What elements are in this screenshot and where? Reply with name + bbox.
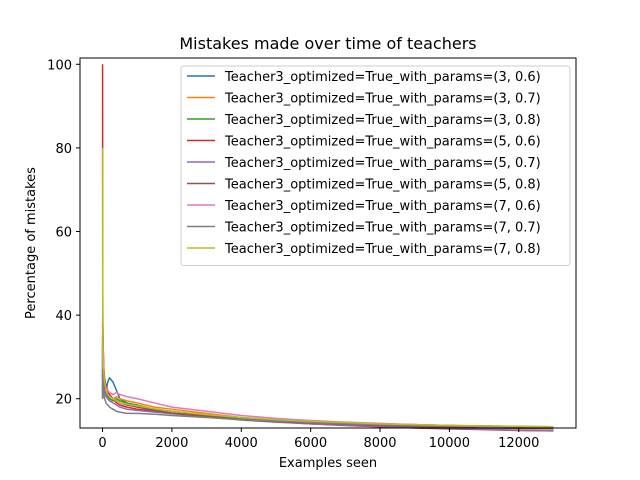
series-line-8	[101, 368, 554, 428]
legend-entry: Teacher3_optimized=True_with_params=(7, …	[224, 242, 541, 257]
legend-entry: Teacher3_optimized=True_with_params=(3, …	[224, 92, 541, 107]
x-tick-label: 6000	[294, 436, 327, 451]
x-axis: 0 2000 4000 6000 8000 10000 12000	[98, 428, 539, 451]
x-tick-label: 8000	[363, 436, 396, 451]
y-tick-label: 40	[55, 309, 72, 324]
series-line-5	[101, 356, 554, 432]
legend-entry: Teacher3_optimized=True_with_params=(7, …	[224, 221, 541, 236]
series-line-7	[101, 339, 554, 429]
y-axis: 20 40 60 80 100	[47, 58, 80, 408]
x-axis-label: Examples seen	[279, 456, 377, 471]
plot-area	[101, 64, 554, 432]
x-tick-label: 4000	[225, 436, 258, 451]
axes-frame	[79, 57, 577, 429]
legend-entry: Teacher3_optimized=True_with_params=(5, …	[224, 135, 541, 150]
x-tick-label: 10000	[429, 436, 470, 451]
x-tick-label: 2000	[155, 436, 188, 451]
x-tick-label: 0	[98, 436, 106, 451]
legend: Teacher3_optimized=True_with_params=(3, …	[180, 65, 571, 266]
y-tick-label: 100	[47, 58, 72, 73]
legend-box	[180, 65, 571, 266]
series-line-9	[101, 147, 554, 428]
legend-entry: Teacher3_optimized=True_with_params=(7, …	[224, 199, 541, 214]
legend-entry: Teacher3_optimized=True_with_params=(5, …	[224, 156, 541, 171]
legend-entry: Teacher3_optimized=True_with_params=(3, …	[224, 113, 541, 128]
chart-title: Mistakes made over time of teachers	[179, 34, 476, 53]
legend-entry: Teacher3_optimized=True_with_params=(5, …	[224, 178, 541, 193]
y-axis-label: Percentage of mistakes	[24, 167, 39, 319]
y-tick-label: 80	[55, 142, 72, 157]
legend-entry: Teacher3_optimized=True_with_params=(3, …	[224, 70, 541, 85]
x-tick-label: 12000	[498, 436, 539, 451]
y-tick-label: 60	[55, 226, 72, 241]
series-line-3	[101, 343, 554, 428]
y-tick-label: 20	[55, 393, 72, 408]
